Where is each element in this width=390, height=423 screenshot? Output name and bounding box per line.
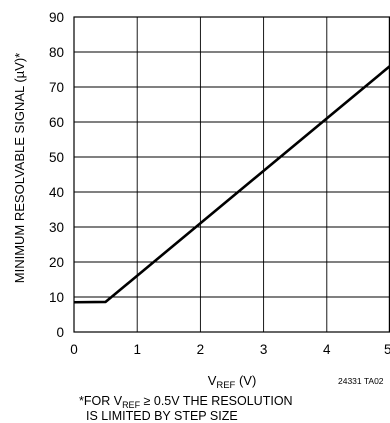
footnote-prefix: *FOR V (79, 394, 123, 408)
figure-id: 24331 TA02 (338, 376, 384, 386)
y-tick-label-8: 80 (49, 45, 64, 60)
y-tick-label-3: 30 (49, 220, 64, 235)
y-tick-label-1: 10 (49, 290, 64, 305)
x-tick-label-5: 5 (384, 342, 390, 357)
footnote-suffix: ≥ 0.5V THE RESOLUTION (140, 394, 293, 408)
x-tick-label-1: 1 (133, 342, 141, 357)
x-axis-label: VREF (V) (208, 373, 257, 391)
y-tick-labels: 0 10 20 30 40 50 60 70 80 90 (49, 10, 64, 340)
x-axis-label-main: V (208, 373, 217, 388)
series-line-0 (73, 64, 390, 304)
x-axis-label-sub: REF (216, 380, 235, 391)
footnote-line-2: IS LIMITED BY STEP SIZE (86, 409, 238, 423)
y-tick-label-2: 20 (49, 255, 64, 270)
footnote-line-1: *FOR VREF ≥ 0.5V THE RESOLUTION (79, 394, 293, 410)
x-tick-label-4: 4 (323, 342, 331, 357)
y-tick-label-5: 50 (49, 150, 64, 165)
x-tick-label-3: 3 (260, 342, 268, 357)
x-axis-label-unit: (V) (235, 373, 256, 388)
y-tick-label-7: 70 (49, 80, 64, 95)
x-tick-label-2: 2 (197, 342, 205, 357)
footnote-sub: REF (122, 400, 141, 410)
y-tick-label-4: 40 (49, 185, 64, 200)
y-tick-label-6: 60 (49, 115, 64, 130)
x-tick-label-0: 0 (70, 342, 78, 357)
y-tick-label-9: 90 (49, 10, 64, 25)
series-group (73, 64, 390, 304)
grid-lines (73, 16, 390, 333)
plot-frame (73, 16, 390, 333)
y-tick-label-0: 0 (56, 325, 64, 340)
x-tick-labels: 0 1 2 3 4 5 (70, 342, 390, 357)
y-axis-label: MINIMUM RESOLVABLE SIGNAL (µV)* (12, 53, 27, 283)
